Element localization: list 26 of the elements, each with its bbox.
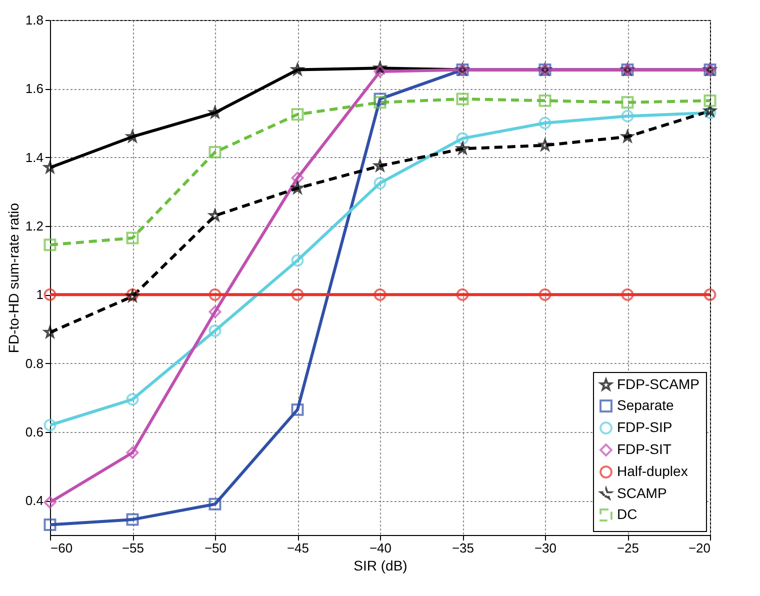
x-tick-label: −20	[688, 540, 710, 556]
y-tick-label: 0.4	[25, 493, 44, 508]
y-tick-label: 1	[36, 287, 44, 302]
x-tick-label: −30	[534, 540, 557, 556]
x-axis-title: SIR (dB)	[354, 558, 408, 574]
x-tick-label: −55	[122, 540, 144, 556]
x-tick-label: −50	[204, 540, 227, 556]
legend-label: FDP-SIP	[617, 419, 672, 435]
y-tick-label: 0.8	[25, 356, 44, 371]
legend-label: FDP-SIT	[617, 441, 672, 457]
legend-label: DC	[617, 506, 638, 522]
x-tick-label: −25	[616, 540, 640, 556]
legend-label: Half-duplex	[617, 463, 688, 479]
x-tick-label: −45	[286, 540, 310, 556]
x-tick-label: −35	[452, 540, 474, 556]
legend-label: SCAMP	[617, 485, 667, 501]
y-axis-title: FD-to-HD sum-rate ratio	[5, 202, 22, 354]
x-tick-label: −40	[369, 540, 392, 556]
y-tick-label: 1.2	[25, 218, 44, 234]
y-tick-label: 0.6	[25, 424, 44, 440]
y-tick-label: 1.4	[25, 150, 44, 165]
y-tick-label: 1.8	[25, 12, 44, 28]
legend-label: FDP-SCAMP	[617, 376, 700, 392]
y-tick-label: 1.6	[25, 81, 44, 96]
x-tick-label: −60	[50, 540, 73, 556]
legend-label: Separate	[617, 397, 674, 413]
